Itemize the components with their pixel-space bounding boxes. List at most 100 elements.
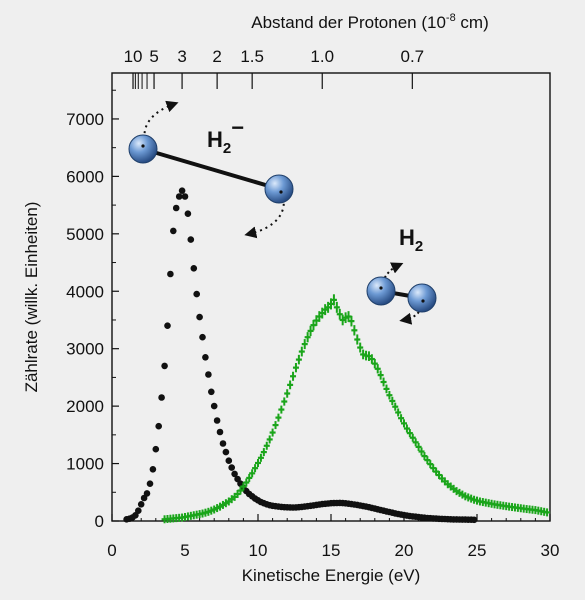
- data-point-h2: [392, 402, 399, 411]
- data-point-h2: [263, 441, 270, 450]
- data-point-h2: [421, 452, 428, 461]
- data-point-h2-minus: [149, 466, 157, 473]
- h2-minus-atom-left: [128, 134, 158, 164]
- h2-minus-molecule: H2−: [128, 100, 294, 239]
- h2-atom-left: [366, 276, 396, 306]
- top-tick-label: 2: [212, 47, 221, 66]
- data-point-h2-minus: [222, 448, 230, 456]
- data-point-h2: [249, 469, 256, 478]
- x-tick-label: 10: [249, 541, 268, 560]
- data-point-h2: [371, 358, 378, 369]
- y-axis: 0 1000 2000 3000 4000 5000 6000 7000: [66, 89, 119, 531]
- data-point-h2: [255, 458, 261, 467]
- data-point-h2: [336, 308, 343, 320]
- data-point-h2: [354, 334, 361, 345]
- top-tick-label: 5: [149, 47, 158, 66]
- h2-minus-atom-left-dot: [141, 144, 145, 148]
- data-point-h2: [301, 339, 308, 350]
- data-point-h2-minus: [202, 354, 209, 361]
- data-point-h2-minus: [164, 322, 171, 330]
- x-tick-label: 5: [180, 541, 189, 560]
- data-point-h2: [292, 362, 299, 373]
- data-point-h2: [304, 332, 311, 343]
- data-point-h2: [257, 453, 264, 462]
- data-point-h2-minus: [172, 204, 180, 212]
- data-point-h2: [409, 433, 416, 442]
- data-point-h2: [389, 396, 396, 406]
- y-tick-label: 2000: [66, 397, 104, 416]
- data-point-h2: [386, 391, 393, 400]
- data-point-h2-minus: [137, 501, 145, 508]
- x-axis: 0 5 10 15 20 25 30: [107, 514, 559, 560]
- top-tick-label: 0.7: [401, 47, 425, 66]
- data-point-h2-minus: [470, 516, 478, 524]
- data-point-h2: [427, 460, 434, 469]
- data-point-h2: [266, 435, 273, 444]
- data-point-h2-minus: [187, 236, 195, 243]
- y-tick-label: 4000: [66, 282, 104, 301]
- data-point-h2-minus: [193, 290, 200, 298]
- data-point-h2: [298, 346, 305, 357]
- data-point-h2: [374, 364, 381, 374]
- data-point-h2: [284, 389, 291, 398]
- data-point-h2: [295, 354, 302, 365]
- h2-molecule: H2: [366, 225, 437, 325]
- data-point-h2-minus: [167, 270, 174, 278]
- data-point-h2-minus: [213, 417, 221, 424]
- data-point-h2: [383, 384, 390, 394]
- h2-label: H2: [399, 225, 423, 255]
- data-point-h2-minus: [208, 388, 215, 396]
- top-tick-label: 3: [177, 47, 186, 66]
- h2-minus-atom-right: [264, 174, 294, 204]
- data-point-h2-minus: [152, 445, 160, 453]
- data-point-h2-minus: [143, 490, 151, 497]
- plot-frame: [111, 72, 551, 522]
- h2-minus-arrow-down: [244, 191, 285, 239]
- data-point-h2-minus: [231, 470, 238, 478]
- data-point-h2-minus: [210, 402, 218, 410]
- data-point-h2: [377, 370, 384, 380]
- y-tick-label: 3000: [66, 340, 104, 359]
- data-point-h2: [269, 428, 276, 437]
- data-point-h2: [237, 486, 244, 495]
- data-point-h2: [307, 325, 314, 337]
- data-point-h2: [240, 482, 247, 491]
- data-point-h2: [275, 413, 282, 422]
- data-point-h2-minus: [178, 187, 186, 194]
- data-point-h2: [415, 442, 422, 451]
- data-point-h2: [418, 447, 425, 456]
- h2-atom-left-dot: [379, 286, 383, 290]
- top-tick-label: 10: [124, 47, 143, 66]
- x-tick-label: 15: [322, 541, 341, 560]
- data-point-h2: [401, 419, 407, 428]
- data-point-h2: [333, 301, 340, 313]
- data-point-h2-minus: [225, 457, 233, 465]
- top-axis-label: Abstand der Protonen (10-8 cm): [251, 12, 489, 32]
- x-tick-label: 20: [395, 541, 414, 560]
- y-tick-label: 7000: [66, 110, 104, 129]
- data-point-h2-minus: [190, 265, 198, 272]
- x-tick-label: 25: [468, 541, 487, 560]
- data-point-h2: [243, 478, 250, 487]
- data-point-h2: [406, 429, 413, 438]
- data-point-h2-minus: [170, 227, 177, 235]
- data-point-h2: [290, 371, 297, 381]
- h2-minus-arrow-up: [143, 100, 179, 146]
- data-point-h2: [398, 414, 405, 423]
- data-point-h2: [287, 380, 294, 390]
- x-axis-label: Kinetische Energie (eV): [242, 566, 421, 585]
- data-point-h2: [246, 473, 253, 482]
- data-point-h2: [380, 377, 387, 387]
- data-point-h2-minus: [135, 507, 142, 514]
- h2-minus-label: H2−: [207, 115, 244, 157]
- y-tick-label: 0: [95, 512, 104, 531]
- data-point-h2: [348, 315, 355, 327]
- data-point-h2: [424, 456, 431, 465]
- h2-atom-right: [407, 283, 437, 313]
- data-point-h2: [412, 438, 419, 447]
- data-point-h2: [395, 408, 402, 417]
- top-axis: 10 5 3 2 1.5 1.0 0.7: [124, 47, 425, 89]
- data-point-h2: [403, 424, 410, 433]
- data-point-h2-minus: [161, 362, 168, 370]
